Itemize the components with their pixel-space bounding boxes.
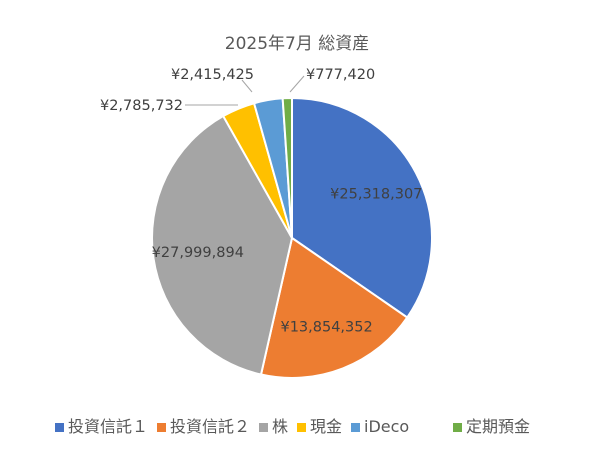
legend: 投資信託１ 投資信託２ 株 現金 iDeco 定期預金 [55, 417, 530, 436]
legend-label-2: 株 [272, 417, 288, 436]
legend-swatch-2 [259, 423, 268, 432]
legend-item-0: 投資信託１ [55, 417, 148, 436]
legend-label-0: 投資信託１ [68, 417, 148, 436]
chart-title: 2025年7月 総資産 [225, 34, 369, 54]
leader-line-4 [241, 79, 253, 93]
legend-label-5: 定期預金 [466, 417, 530, 436]
data-label-5: ¥777,420 [306, 67, 375, 83]
leader-line-5 [289, 75, 305, 93]
legend-swatch-4 [351, 423, 360, 432]
legend-swatch-5 [453, 423, 462, 432]
data-label-3: ¥2,785,732 [100, 98, 183, 114]
legend-item-4: iDeco [351, 417, 409, 436]
legend-label-4: iDeco [364, 417, 409, 436]
pie-slice-1 [259, 236, 409, 379]
legend-label-1: 投資信託２ [170, 417, 250, 436]
legend-swatch-0 [55, 423, 64, 432]
pie-slices [151, 96, 433, 379]
legend-item-3: 現金 [297, 417, 342, 436]
data-label-2: ¥27,999,894 [152, 245, 244, 261]
legend-label-3: 現金 [310, 417, 342, 436]
pie-slice-0 [291, 96, 433, 319]
data-label-4: ¥2,415,425 [171, 67, 254, 83]
legend-item-2: 株 [259, 417, 288, 436]
pie-slice-5 [281, 96, 293, 239]
legend-swatch-3 [297, 423, 306, 432]
data-labels: ¥25,318,307 ¥13,854,352 ¥27,999,894 ¥2,785,… [100, 67, 422, 336]
data-label-0: ¥25,318,307 [330, 187, 422, 203]
pie-slice-2 [151, 114, 294, 376]
legend-swatch-1 [157, 423, 166, 432]
legend-item-5: 定期預金 [453, 417, 530, 436]
legend-item-1: 投資信託２ [157, 417, 250, 436]
data-label-1: ¥13,854,352 [280, 320, 372, 336]
